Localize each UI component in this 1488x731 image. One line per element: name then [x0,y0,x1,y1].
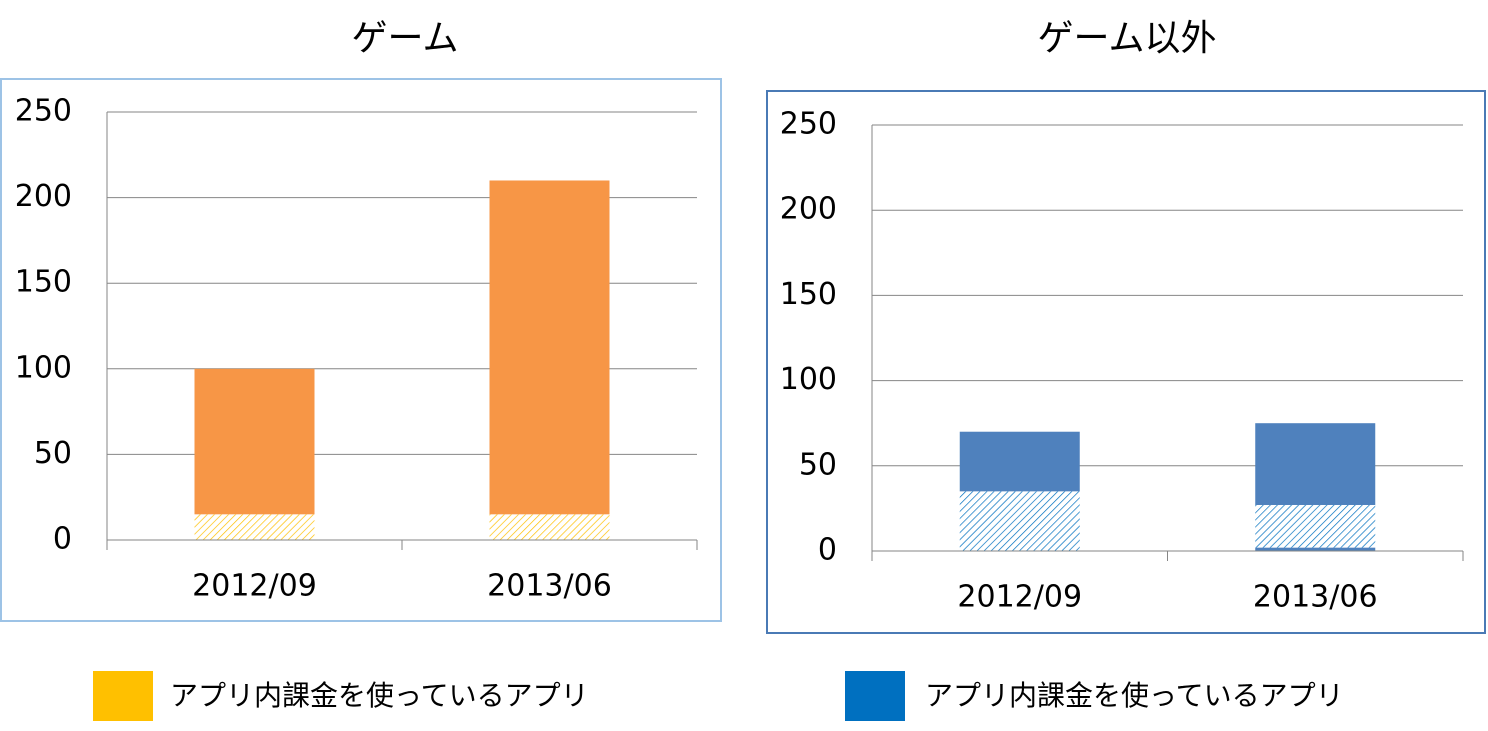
bar-segment [489,514,610,540]
y-tick-label: 200 [15,179,72,214]
y-tick-label: 250 [15,94,72,129]
bar-segment [194,514,315,540]
x-tick-label: 2013/06 [487,569,612,604]
bar-segment [1255,504,1376,548]
bar-segment [1255,423,1376,505]
bar-segment [959,491,1080,551]
y-tick-label: 100 [15,350,72,385]
legend-label: アプリ内課金を使っているアプリ [925,679,1344,712]
chart-title: ゲーム [352,18,459,59]
y-tick-label: 150 [780,277,837,312]
chart-frame [766,90,1486,634]
x-tick-label: 2012/09 [957,580,1082,615]
y-tick-label: 100 [780,362,837,397]
legend-swatch [845,671,905,721]
legend-swatch [93,671,153,721]
y-tick-label: 0 [818,533,837,568]
bar-segment [194,368,315,515]
y-tick-label: 50 [34,436,72,471]
bar-segment [1255,547,1376,551]
y-tick-label: 50 [799,447,837,482]
chart-title: ゲーム以外 [1038,18,1217,59]
bar-segment [489,180,610,515]
y-tick-label: 0 [53,522,72,557]
x-tick-label: 2013/06 [1253,580,1378,615]
x-tick-label: 2012/09 [192,569,317,604]
chart-frame [0,78,722,622]
bar-segment [959,431,1080,492]
y-tick-label: 200 [780,192,837,227]
legend-label: アプリ内課金を使っているアプリ [170,679,589,712]
y-tick-label: 150 [15,265,72,300]
y-tick-label: 250 [780,107,837,142]
